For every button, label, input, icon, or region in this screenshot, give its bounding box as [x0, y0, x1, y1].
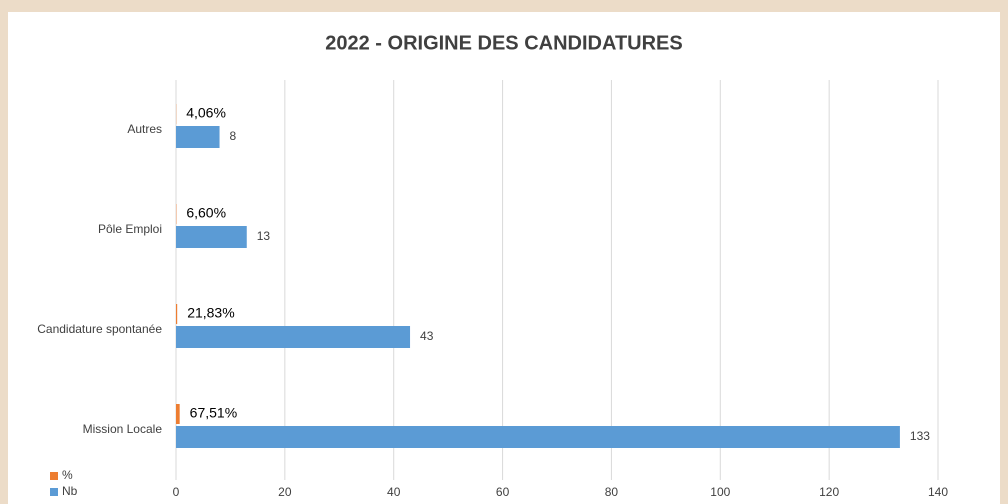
chart-area: [8, 12, 1000, 504]
x-tick-label: 0: [173, 485, 180, 499]
legend-swatch: [50, 472, 58, 480]
legend-label: Nb: [62, 484, 78, 498]
x-tick-label: 40: [387, 485, 401, 499]
value-label: 133: [910, 429, 930, 443]
legend-swatch: [50, 488, 58, 496]
bar: [176, 326, 411, 348]
value-label: 21,83%: [187, 305, 234, 321]
y-tick-label: Autres: [127, 122, 162, 136]
x-tick-label: 140: [928, 485, 948, 499]
chart-title: 2022 - ORIGINE DES CANDIDATURES: [325, 32, 682, 54]
bar: [176, 404, 180, 424]
x-tick-label: 20: [278, 485, 292, 499]
bar: [176, 226, 247, 248]
x-tick-label: 100: [710, 485, 730, 499]
x-tick-label: 80: [605, 485, 619, 499]
y-tick-label: Mission Locale: [83, 422, 163, 436]
value-label: 43: [420, 329, 434, 343]
value-label: 4,06%: [186, 105, 226, 121]
value-label: 8: [230, 129, 237, 143]
y-tick-label: Pôle Emploi: [98, 222, 162, 236]
x-tick-label: 60: [496, 485, 510, 499]
legend-label: %: [62, 468, 73, 482]
value-label: 13: [257, 229, 271, 243]
y-tick-label: Candidature spontanée: [37, 322, 162, 336]
x-tick-label: 120: [819, 485, 839, 499]
value-label: 67,51%: [190, 405, 237, 421]
bar: [176, 426, 900, 448]
bar: [176, 126, 220, 148]
bar: [176, 304, 178, 324]
value-label: 6,60%: [186, 205, 226, 221]
